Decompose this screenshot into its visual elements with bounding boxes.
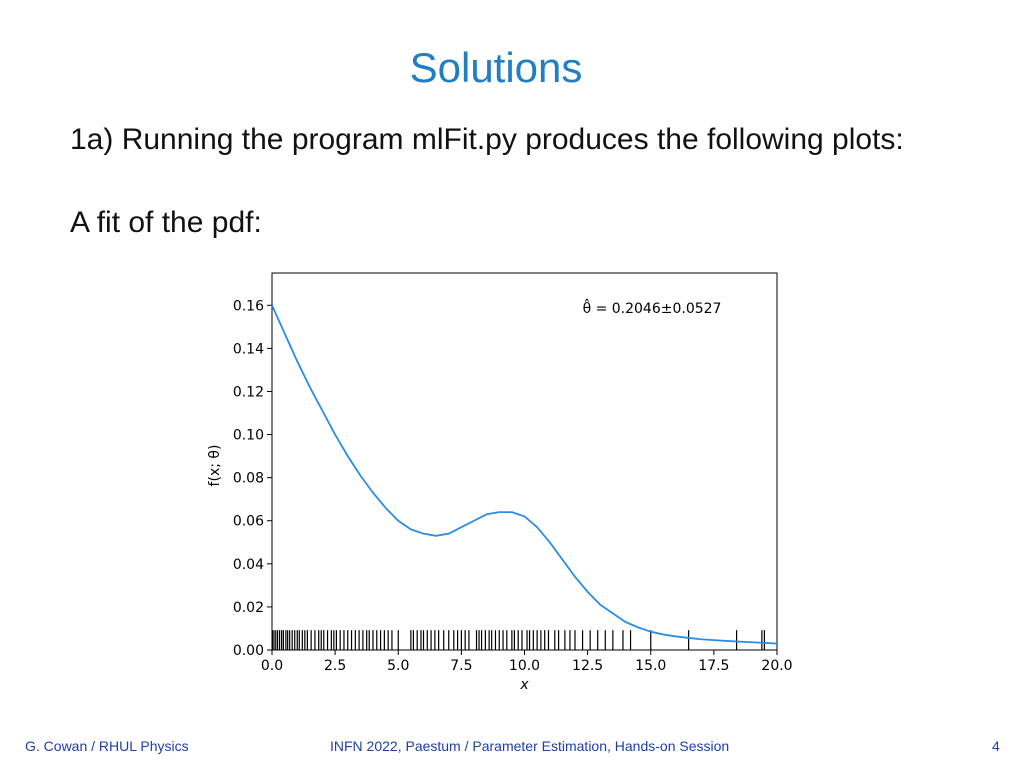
x-tick-label: 0.0: [261, 658, 283, 674]
x-tick-label: 17.5: [698, 658, 729, 674]
x-tick-label: 5.0: [387, 658, 409, 674]
intro-text: 1a) Running the program mlFit.py produce…: [70, 123, 904, 156]
subheading-text: A fit of the pdf:: [70, 206, 262, 239]
y-tick-label: 0.06: [233, 514, 264, 530]
y-tick-label: 0.08: [233, 471, 264, 487]
y-tick-label: 0.04: [233, 557, 264, 573]
slide-title: Solutions: [409, 44, 583, 91]
y-tick-label: 0.14: [233, 341, 264, 357]
y-tick-label: 0.10: [233, 428, 264, 444]
page-number: 4: [992, 738, 1000, 754]
footer-event: INFN 2022, Paestum / Parameter Estimatio…: [330, 738, 730, 754]
x-tick-label: 10.0: [509, 658, 540, 674]
pdf-curve: [271, 304, 778, 645]
x-tick-label: 7.5: [450, 658, 472, 674]
x-tick-label: 20.0: [761, 658, 792, 674]
x-axis-label: x: [519, 677, 529, 693]
y-tick-label: 0.00: [233, 643, 264, 659]
x-tick-label: 12.5: [572, 658, 603, 674]
y-tick-label: 0.02: [233, 600, 264, 616]
theta-estimate-annotation: θ̂ = 0.2046±0.0527: [583, 298, 722, 317]
x-tick-label: 15.0: [635, 658, 666, 674]
y-axis-label: f(x; θ): [207, 445, 223, 487]
x-tick-label: 2.5: [324, 658, 346, 674]
pdf-fit-chart: 0.0 2.5 5.0 7.5 10.0 12.5 15.0 17.5 20.0 0.00 0.02…: [207, 272, 793, 693]
y-tick-label: 0.12: [233, 384, 264, 400]
footer-author: G. Cowan / RHUL Physics: [25, 738, 189, 754]
plot-frame: [271, 272, 778, 651]
y-tick-label: 0.16: [233, 298, 264, 314]
